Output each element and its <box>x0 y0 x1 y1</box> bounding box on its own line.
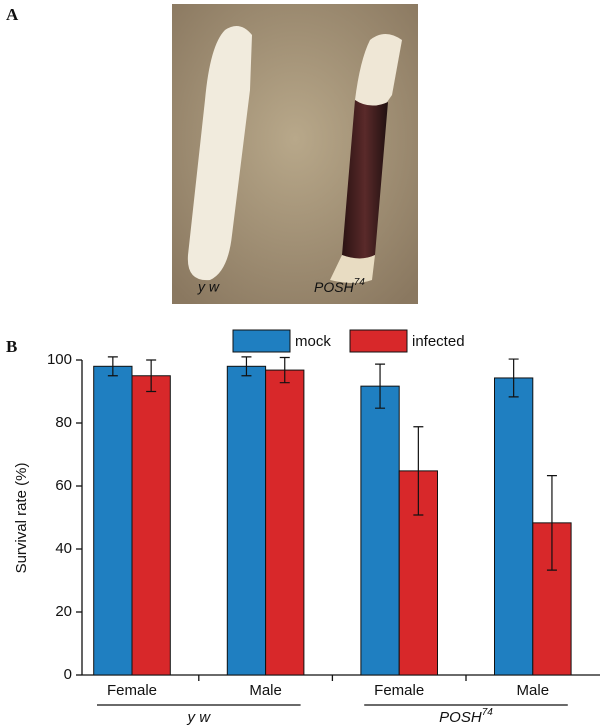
panel-label: A <box>6 5 19 24</box>
y-axis-title: Survival rate (%) <box>13 463 30 574</box>
bar <box>265 369 305 676</box>
legend-swatch <box>349 329 408 353</box>
error-bar <box>241 356 252 377</box>
photo-label: POSH74 <box>314 277 365 295</box>
y-tick-label: 0 <box>64 666 72 683</box>
y-tick-label: 100 <box>47 351 72 368</box>
bar <box>494 377 534 676</box>
bar <box>226 365 267 676</box>
error-bar <box>375 363 386 409</box>
photo-label: y w <box>197 279 220 295</box>
x-tick-label: Male <box>517 682 550 699</box>
x-tick-label: Female <box>374 682 424 699</box>
y-tick-label: 20 <box>55 603 72 620</box>
error-bar <box>546 475 557 571</box>
bar <box>93 365 133 676</box>
error-bar <box>508 358 519 398</box>
larva-head <box>355 34 402 106</box>
y-tick-label: 80 <box>55 414 72 431</box>
y-tick-label: 40 <box>55 540 72 557</box>
legend-swatch <box>232 329 291 353</box>
group-label: y w <box>187 709 212 726</box>
error-bar <box>413 426 424 516</box>
group-label-sup: 74 <box>482 707 494 718</box>
bar <box>360 385 400 676</box>
group-label-text: POSH <box>439 709 482 726</box>
x-tick-label: Female <box>107 682 157 699</box>
error-bar <box>146 359 157 393</box>
error-bar <box>107 356 118 377</box>
bar <box>131 375 171 676</box>
y-tick-label: 60 <box>55 477 72 494</box>
legend-label: infected <box>412 333 465 350</box>
legend-label: mock <box>295 333 331 350</box>
larva-tail <box>330 255 375 283</box>
x-tick-label: Male <box>249 682 282 699</box>
panel-label: B <box>6 337 17 356</box>
larva-white <box>187 26 252 281</box>
group-label-text: y w <box>187 709 212 726</box>
larva-dark <box>342 100 388 259</box>
group-label: POSH74 <box>439 707 493 726</box>
error-bar <box>279 356 290 384</box>
photo: y w POSH74 <box>172 4 418 304</box>
